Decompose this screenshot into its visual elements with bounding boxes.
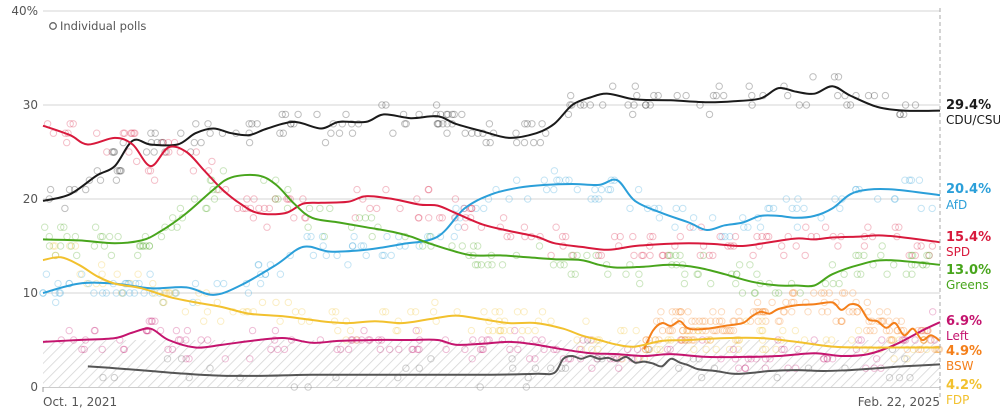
end-label-name: AfD bbox=[946, 198, 967, 212]
end-label-afd: 20.4%AfD bbox=[946, 182, 991, 212]
end-label-value: 15.4% bbox=[946, 230, 991, 245]
y-tick-label: 10 bbox=[23, 286, 38, 300]
trend-line-bsw bbox=[643, 301, 941, 350]
trend-line-fdp bbox=[42, 256, 940, 349]
end-label-value: 13.0% bbox=[946, 263, 991, 278]
x-tick-end: Feb. 22, 2025 bbox=[858, 395, 940, 409]
end-label-value: 4.2% bbox=[946, 378, 982, 393]
trend-line-afd bbox=[42, 178, 941, 296]
end-label-value: 20.4% bbox=[946, 182, 991, 197]
end-label-name: Left bbox=[946, 329, 969, 343]
trend-line-others bbox=[87, 355, 941, 377]
series-end-labels: 29.4%CDU/CSU 20.4%AfD 15.4%SPD 13.0%Greens 6… bbox=[946, 98, 1000, 407]
end-label-spd: 15.4%SPD bbox=[946, 230, 991, 259]
end-label-name: SPD bbox=[946, 245, 970, 259]
legend-label: Individual polls bbox=[60, 19, 146, 33]
end-label-value: 29.4% bbox=[946, 98, 991, 113]
end-label-name: FDP bbox=[946, 393, 969, 407]
end-label-value: 4.9% bbox=[946, 344, 982, 359]
trend-line-left bbox=[42, 321, 941, 359]
y-tick-label: 30 bbox=[23, 98, 38, 112]
trend-line-greens bbox=[42, 173, 941, 288]
end-label-name: Greens bbox=[946, 278, 989, 292]
x-axis: Oct. 1, 2021 Feb. 22, 2025 bbox=[43, 395, 940, 409]
threshold-band bbox=[43, 340, 940, 387]
x-tick-start: Oct. 1, 2021 bbox=[43, 395, 117, 409]
trend-line-cducsu bbox=[42, 85, 941, 202]
end-label-name: CDU/CSU bbox=[946, 113, 1000, 127]
end-label-fdp: 4.2%FDP bbox=[946, 378, 982, 407]
y-tick-label: 20 bbox=[23, 192, 38, 206]
end-label-cducsu: 29.4%CDU/CSU bbox=[946, 98, 1000, 127]
legend: Individual polls bbox=[49, 19, 146, 33]
trend-lines bbox=[42, 85, 941, 377]
gridlines bbox=[42, 10, 940, 392]
y-tick-label: 40% bbox=[11, 4, 38, 18]
end-label-name: BSW bbox=[946, 359, 974, 373]
end-label-left: 6.9%Left bbox=[946, 314, 982, 343]
end-label-value: 6.9% bbox=[946, 314, 982, 329]
end-label-greens: 13.0%Greens bbox=[946, 263, 991, 292]
poll-circle-icon bbox=[49, 22, 57, 30]
y-tick-label: 0 bbox=[30, 380, 38, 394]
y-axis: 40% 30 20 10 0 bbox=[11, 4, 38, 394]
end-label-bsw: 4.9%BSW bbox=[946, 344, 982, 373]
trend-line-spd bbox=[42, 124, 941, 251]
